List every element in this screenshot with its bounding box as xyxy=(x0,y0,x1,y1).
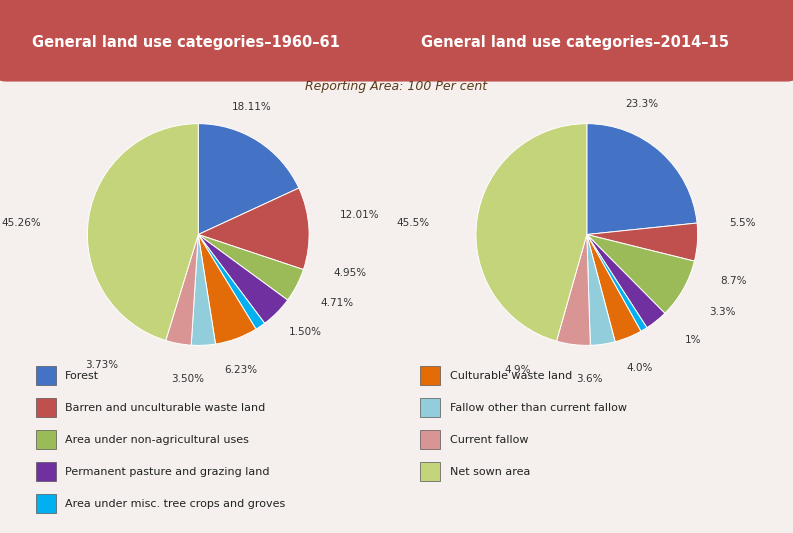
Text: Fallow other than current fallow: Fallow other than current fallow xyxy=(450,403,626,413)
Text: Barren and unculturable waste land: Barren and unculturable waste land xyxy=(65,403,266,413)
Text: 8.7%: 8.7% xyxy=(720,276,746,286)
Wedge shape xyxy=(191,235,216,345)
Text: Forest: Forest xyxy=(65,371,99,381)
Wedge shape xyxy=(198,188,309,270)
Wedge shape xyxy=(587,124,697,235)
Wedge shape xyxy=(587,235,615,345)
Wedge shape xyxy=(198,124,299,235)
Wedge shape xyxy=(198,235,304,300)
Bar xyxy=(6,42,787,74)
Text: 3.6%: 3.6% xyxy=(576,374,603,384)
Text: 3.73%: 3.73% xyxy=(86,360,118,370)
Text: 45.5%: 45.5% xyxy=(396,219,429,229)
Wedge shape xyxy=(587,235,665,328)
Wedge shape xyxy=(587,235,647,332)
Text: Culturable waste land: Culturable waste land xyxy=(450,371,572,381)
Text: 23.3%: 23.3% xyxy=(626,99,659,109)
Wedge shape xyxy=(557,235,590,345)
Text: Area under misc. tree crops and groves: Area under misc. tree crops and groves xyxy=(65,499,285,508)
FancyBboxPatch shape xyxy=(420,430,440,449)
FancyBboxPatch shape xyxy=(36,494,56,513)
Text: 4.0%: 4.0% xyxy=(626,362,653,373)
Text: 6.23%: 6.23% xyxy=(224,365,257,375)
Text: 4.9%: 4.9% xyxy=(505,365,531,375)
Text: 4.95%: 4.95% xyxy=(334,268,366,278)
Wedge shape xyxy=(166,235,198,345)
FancyBboxPatch shape xyxy=(36,366,56,385)
Text: 1.50%: 1.50% xyxy=(289,327,322,337)
Text: 12.01%: 12.01% xyxy=(340,209,380,220)
Text: Permanent pasture and grazing land: Permanent pasture and grazing land xyxy=(65,467,270,477)
Text: Area under non-agricultural uses: Area under non-agricultural uses xyxy=(65,435,249,445)
Text: 4.71%: 4.71% xyxy=(320,298,354,308)
Text: Current fallow: Current fallow xyxy=(450,435,528,445)
Wedge shape xyxy=(87,124,198,341)
Wedge shape xyxy=(587,235,695,313)
Text: General land use categories–1960–61: General land use categories–1960–61 xyxy=(33,35,340,50)
Wedge shape xyxy=(587,223,698,261)
FancyBboxPatch shape xyxy=(36,462,56,481)
Text: Net sown area: Net sown area xyxy=(450,467,530,477)
FancyBboxPatch shape xyxy=(36,430,56,449)
FancyBboxPatch shape xyxy=(420,366,440,385)
Text: 5.5%: 5.5% xyxy=(729,219,755,229)
Wedge shape xyxy=(587,235,641,342)
Text: 3.50%: 3.50% xyxy=(170,374,204,384)
FancyBboxPatch shape xyxy=(0,0,793,82)
Text: 1%: 1% xyxy=(684,335,701,345)
FancyBboxPatch shape xyxy=(36,398,56,417)
FancyBboxPatch shape xyxy=(420,398,440,417)
Wedge shape xyxy=(476,124,587,341)
Wedge shape xyxy=(198,235,288,324)
Text: 3.3%: 3.3% xyxy=(709,307,735,317)
FancyBboxPatch shape xyxy=(420,462,440,481)
Text: 18.11%: 18.11% xyxy=(232,102,271,112)
Wedge shape xyxy=(198,235,265,329)
Text: General land use categories–2014–15: General land use categories–2014–15 xyxy=(421,35,729,50)
Text: Reporting Area: 100 Per cent: Reporting Area: 100 Per cent xyxy=(305,80,488,93)
Text: 45.26%: 45.26% xyxy=(1,219,40,229)
Wedge shape xyxy=(198,235,256,344)
